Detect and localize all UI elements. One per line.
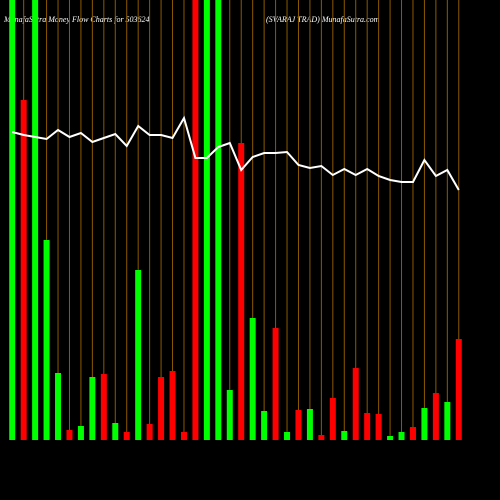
bar	[295, 410, 302, 440]
bar	[9, 0, 16, 440]
bar	[100, 374, 107, 440]
bar	[32, 0, 39, 440]
bar	[261, 411, 268, 440]
chart-title: MunafaSutra Money Flow Charts for 503624	[3, 15, 150, 24]
bar	[192, 0, 199, 440]
bar	[226, 390, 233, 440]
bar	[203, 0, 210, 440]
bar	[398, 432, 405, 440]
bar	[77, 426, 84, 440]
bar	[55, 373, 62, 440]
bar	[272, 328, 279, 440]
chart-subtitle: (SVARAJ TRAD) MunafaSutra.com	[266, 15, 380, 24]
bar	[375, 414, 382, 440]
bar	[409, 427, 416, 440]
bar	[135, 270, 142, 440]
bar	[123, 432, 130, 440]
bar	[318, 435, 325, 440]
flow-line	[11, 115, 460, 191]
bar	[169, 371, 176, 440]
bar	[306, 409, 313, 440]
bar	[421, 408, 428, 440]
bar	[249, 318, 256, 440]
bar	[112, 423, 119, 440]
bar	[341, 431, 348, 440]
bar	[455, 339, 462, 440]
bar	[66, 430, 73, 440]
bar	[158, 377, 165, 440]
bar	[146, 424, 153, 440]
bar	[329, 398, 336, 440]
bar	[89, 377, 96, 440]
bar	[432, 393, 439, 440]
bar	[387, 436, 394, 440]
bar	[43, 240, 50, 440]
bar	[352, 368, 359, 440]
bar	[444, 402, 451, 440]
bar	[180, 432, 187, 440]
bar	[215, 0, 222, 440]
bar	[20, 100, 27, 440]
bar	[364, 413, 371, 440]
bar	[284, 432, 291, 440]
bar	[238, 143, 245, 440]
